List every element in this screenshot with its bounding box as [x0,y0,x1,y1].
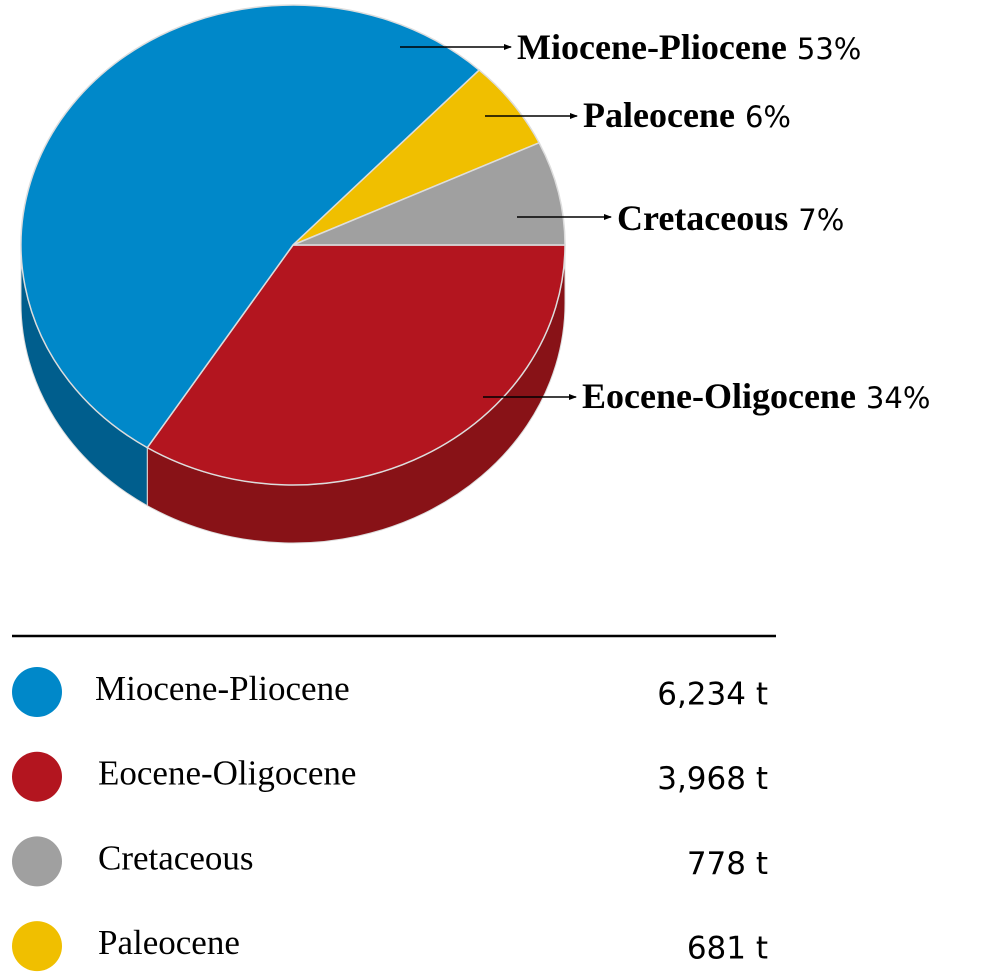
legend-name: Miocene-Pliocene [95,669,350,708]
legend-swatch [12,921,62,972]
pie-labels: Eocene-Oligocene 34%Miocene-Pliocene 53%Pa… [400,27,930,416]
slice-name: Paleocene [583,95,735,135]
slice-percent: 7% [798,203,844,237]
slice-percent: 6% [745,100,791,134]
slice-percent: 34% [866,381,930,415]
legend-swatch [12,836,62,887]
slice-percent: 53% [797,32,861,66]
legend-name: Paleocene [98,923,240,962]
legend-amount: 778 t [687,846,768,882]
slice [20,4,481,449]
legend-amount: 6,234 t [657,677,768,713]
slice-label: Cretaceous 7% [617,198,844,238]
legend-amount: 3,968 t [657,761,768,797]
legend-name: Eocene-Oligocene [98,754,356,793]
slice-label: Miocene-Pliocene 53% [517,27,861,67]
legend-swatch [12,667,62,717]
legend-swatch [12,751,62,802]
legend-amount: 681 t [687,931,768,967]
legend-name: Cretaceous [98,838,253,877]
pie [20,4,566,544]
slice [292,141,566,246]
slice-label: Eocene-Oligocene 34% [582,376,930,416]
slice-name: Miocene-Pliocene [517,27,787,67]
legend: Miocene-Pliocene 6,234 t Eocene-Oligocene 3… [12,667,768,972]
slice [146,244,566,486]
slice-name: Cretaceous [617,198,788,238]
slice-label: Paleocene 6% [583,95,791,135]
slice-name: Eocene-Oligocene [582,376,856,416]
